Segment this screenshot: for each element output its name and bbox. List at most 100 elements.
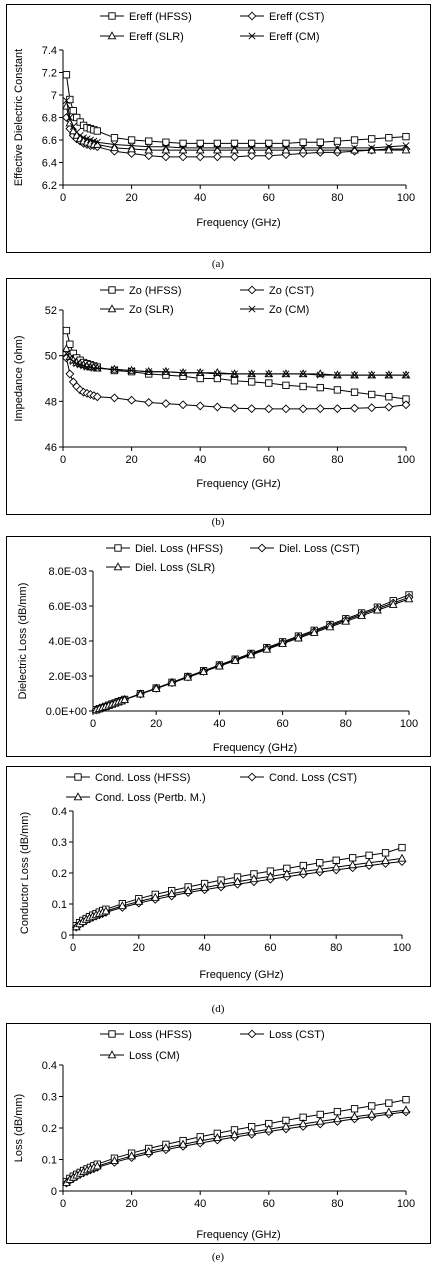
- chart-a-svg: 6.2 6.4 6.6 6.8 7 7.2 7.4 0 20 40 60 80 100 Frequency…: [6, 4, 431, 253]
- chart-d-data-point: [134, 896, 144, 905]
- chart-a-y-tick-label: 6.2: [42, 180, 57, 192]
- chart-d-legend-marker: [74, 773, 82, 781]
- chart-b-x-tick-label: 60: [263, 454, 275, 466]
- chart-c-legend-item: Diel. Loss (HFSS): [106, 543, 223, 555]
- chart-a-data-point: [385, 143, 393, 151]
- chart-a-legend-item: Ereff (CST): [240, 11, 324, 23]
- chart-a-data-point: [110, 140, 118, 149]
- chart-e-legend-label: Loss (CST): [269, 1029, 325, 1041]
- chart-a-data-point: [213, 144, 221, 152]
- chart-e-y-axis-label: Loss (dB/mm): [13, 1094, 25, 1162]
- chart-b-data-point: [145, 368, 153, 376]
- chart-d-x-tick-label: 20: [133, 942, 145, 954]
- chart-e-data-point: [384, 1107, 394, 1116]
- chart-c-y-tick-label: 2.0E-03: [48, 671, 87, 683]
- chart-a-legend-label: Ereff (HFSS): [129, 11, 192, 23]
- chart-b-data-point: [90, 364, 98, 372]
- chart-b-data-point: [299, 370, 307, 378]
- chart-d-data-point: [298, 866, 308, 875]
- chart-b-x-tick-label: 20: [125, 454, 137, 466]
- chart-c-legend-item: Diel. Loss (CST): [250, 543, 360, 555]
- chart-e-data-point: [402, 1095, 410, 1104]
- chart-b-legend-label: Zo (CST): [269, 285, 314, 297]
- chart-a-legend-marker: [248, 32, 256, 40]
- chart-a-data-point: [402, 132, 410, 141]
- chart-a-data-point: [368, 144, 376, 152]
- chart-d-data-point: [398, 843, 406, 852]
- chart-e-data-point: [127, 1151, 136, 1160]
- chart-a-data-point: [299, 138, 307, 146]
- chart-b-legend-marker: [107, 304, 117, 313]
- chart-b-data-point: [401, 400, 411, 410]
- chart-a-x-tick-label: 100: [397, 192, 415, 204]
- chart-e-y-tick-label: 0.2: [42, 1123, 57, 1135]
- chart-a-data-point: [333, 144, 341, 152]
- chart-a-data-point: [76, 131, 84, 140]
- chart-b-y-tick-label: 50: [45, 351, 57, 363]
- chart-e-legend-item: Loss (HFSS): [100, 1029, 192, 1041]
- chart-d-data-point: [101, 906, 111, 915]
- chart-a-data-point: [248, 144, 256, 152]
- chart-c-legend-marker: [114, 544, 122, 552]
- chart-a-x-axis-label: Frequency (GHz): [196, 217, 280, 229]
- chart-a-y-axis-label: Effective Dielectric Constant: [13, 49, 25, 186]
- chart-b-legend-label: Zo (CM): [269, 304, 309, 316]
- chart-e-data-point: [333, 1114, 342, 1123]
- chart-a-data-point: [179, 144, 187, 152]
- chart-a-legend-marker: [108, 12, 116, 20]
- chart-d-data-point: [364, 858, 374, 867]
- chart-b-y-tick-label: 46: [45, 442, 57, 454]
- chart-e-data-point: [212, 1133, 222, 1142]
- chart-e-data-point: [161, 1143, 171, 1152]
- chart-a-y-tick-label: 6.4: [42, 158, 57, 170]
- chart-a-x-tick-label: 0: [60, 192, 66, 204]
- chart-b-data-point: [212, 402, 222, 412]
- chart-a-legend-item: Ereff (SLR): [100, 31, 184, 43]
- chart-b-data-point: [315, 404, 325, 414]
- chart-d-x-tick-label: 60: [264, 942, 276, 954]
- chart-e-legend-item: Loss (CST): [240, 1029, 325, 1041]
- chart-a-data-point: [69, 122, 77, 131]
- chart-c-data-point: [278, 639, 287, 648]
- chart-e-svg: 0 0.1 0.2 0.3 0.4 0 20 40 60 80 100 Frequency (GHz)…: [6, 1023, 431, 1244]
- chart-e-data-point: [281, 1121, 291, 1130]
- chart-e-data-point: [144, 1146, 154, 1155]
- chart-e-data-point: [110, 1156, 119, 1165]
- chart-d-data-point: [167, 889, 177, 898]
- chart-d-x-tick-label: 0: [70, 942, 76, 954]
- chart-c-y-tick-label: 8.0E-03: [48, 566, 87, 578]
- chart-c-data-point: [167, 678, 177, 687]
- chart-e-data-point: [350, 1105, 359, 1113]
- chart-b-y-axis-label: Impedance (ohm): [13, 335, 25, 421]
- chart-c-legend-marker: [113, 562, 123, 571]
- chart-b-data-point: [179, 369, 187, 377]
- chart-b-data-point: [162, 368, 170, 376]
- chart-c-x-tick-label: 40: [213, 718, 225, 730]
- chart-d-data-point: [200, 882, 209, 891]
- chart-d-data-point: [349, 854, 357, 862]
- chart-b-legend-label: Zo (HFSS): [129, 285, 182, 297]
- chart-d-data-point: [117, 901, 127, 910]
- chart-a-data-point: [110, 134, 119, 142]
- chart-b-data-point: [281, 404, 291, 414]
- chart-c-data-point: [183, 672, 193, 681]
- chart-a-legend-label: Ereff (SLR): [129, 31, 184, 43]
- chart-a-data-point: [62, 97, 70, 105]
- chart-b-data-point: [144, 398, 154, 407]
- chart-e-x-tick-label: 40: [194, 1198, 206, 1210]
- chart-e-data-point: [247, 1127, 257, 1136]
- chart-a-data-point: [401, 145, 411, 154]
- chart-d-legend-label: Cond. Loss (Pertb. M.): [95, 792, 206, 804]
- chart-b-data-point: [83, 363, 91, 371]
- chart-e-x-axis-label: Frequency (GHz): [196, 1229, 280, 1241]
- chart-a-frame: [6, 4, 431, 253]
- chart-panel-c: 0.0E+00 2.0E-03 4.0E-03 6.0E-03 8.0E-03 0 20 40…: [0, 533, 436, 763]
- chart-e-legend-label: Loss (CM): [129, 1050, 180, 1062]
- chart-a-data-point: [144, 145, 154, 154]
- chart-a-data-point: [247, 151, 257, 161]
- chart-a-x-tick-label: 80: [331, 192, 343, 204]
- chart-e-y-tick-label: 0: [51, 1186, 57, 1198]
- chart-b-series-2: [61, 353, 411, 414]
- chart-c-legend-marker: [257, 543, 267, 553]
- chart-c-data-point: [215, 661, 224, 670]
